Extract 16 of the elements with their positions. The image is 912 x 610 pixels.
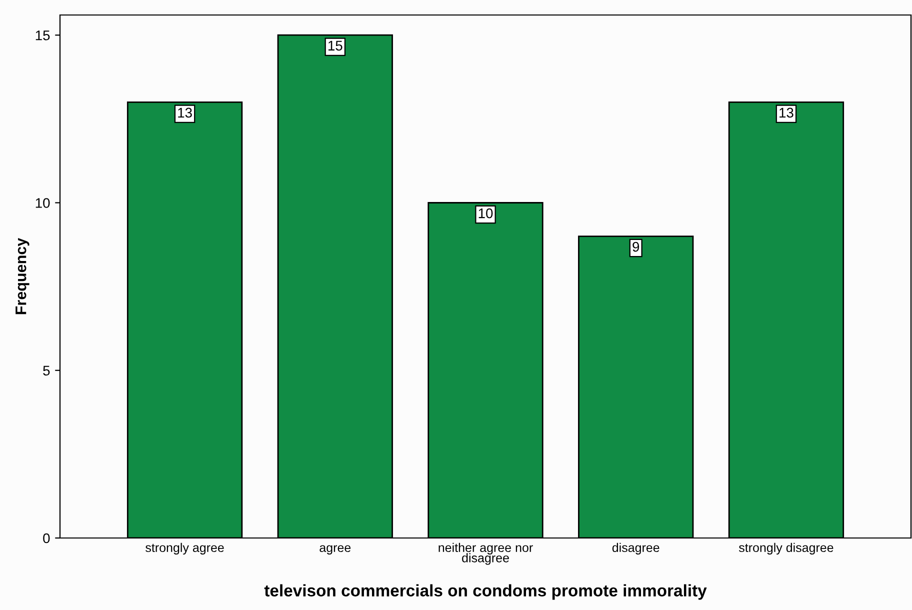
y-axis-title: Frequency (16, 238, 30, 314)
x-tick-label: strongly disagree (738, 542, 834, 555)
data-label: 15 (328, 40, 342, 51)
data-label: 9 (632, 242, 640, 252)
y-tick-label: 5 (43, 366, 50, 376)
y-tick-label: 10 (36, 198, 50, 208)
x-tick-label: disagree (612, 542, 660, 555)
data-label: 10 (478, 208, 493, 218)
data-label: 13 (178, 108, 192, 118)
x-tick-label: agree (320, 545, 351, 555)
x-tick-label: strongly agree (146, 542, 224, 555)
y-tick-label: 15 (36, 30, 50, 40)
x-tick-label: neither agree nor disagree (438, 542, 533, 565)
x-axis-title: televison commercials on condoms promote immorality (264, 584, 707, 600)
y-tick-label: 0 (43, 533, 50, 544)
data-label: 13 (780, 108, 794, 118)
